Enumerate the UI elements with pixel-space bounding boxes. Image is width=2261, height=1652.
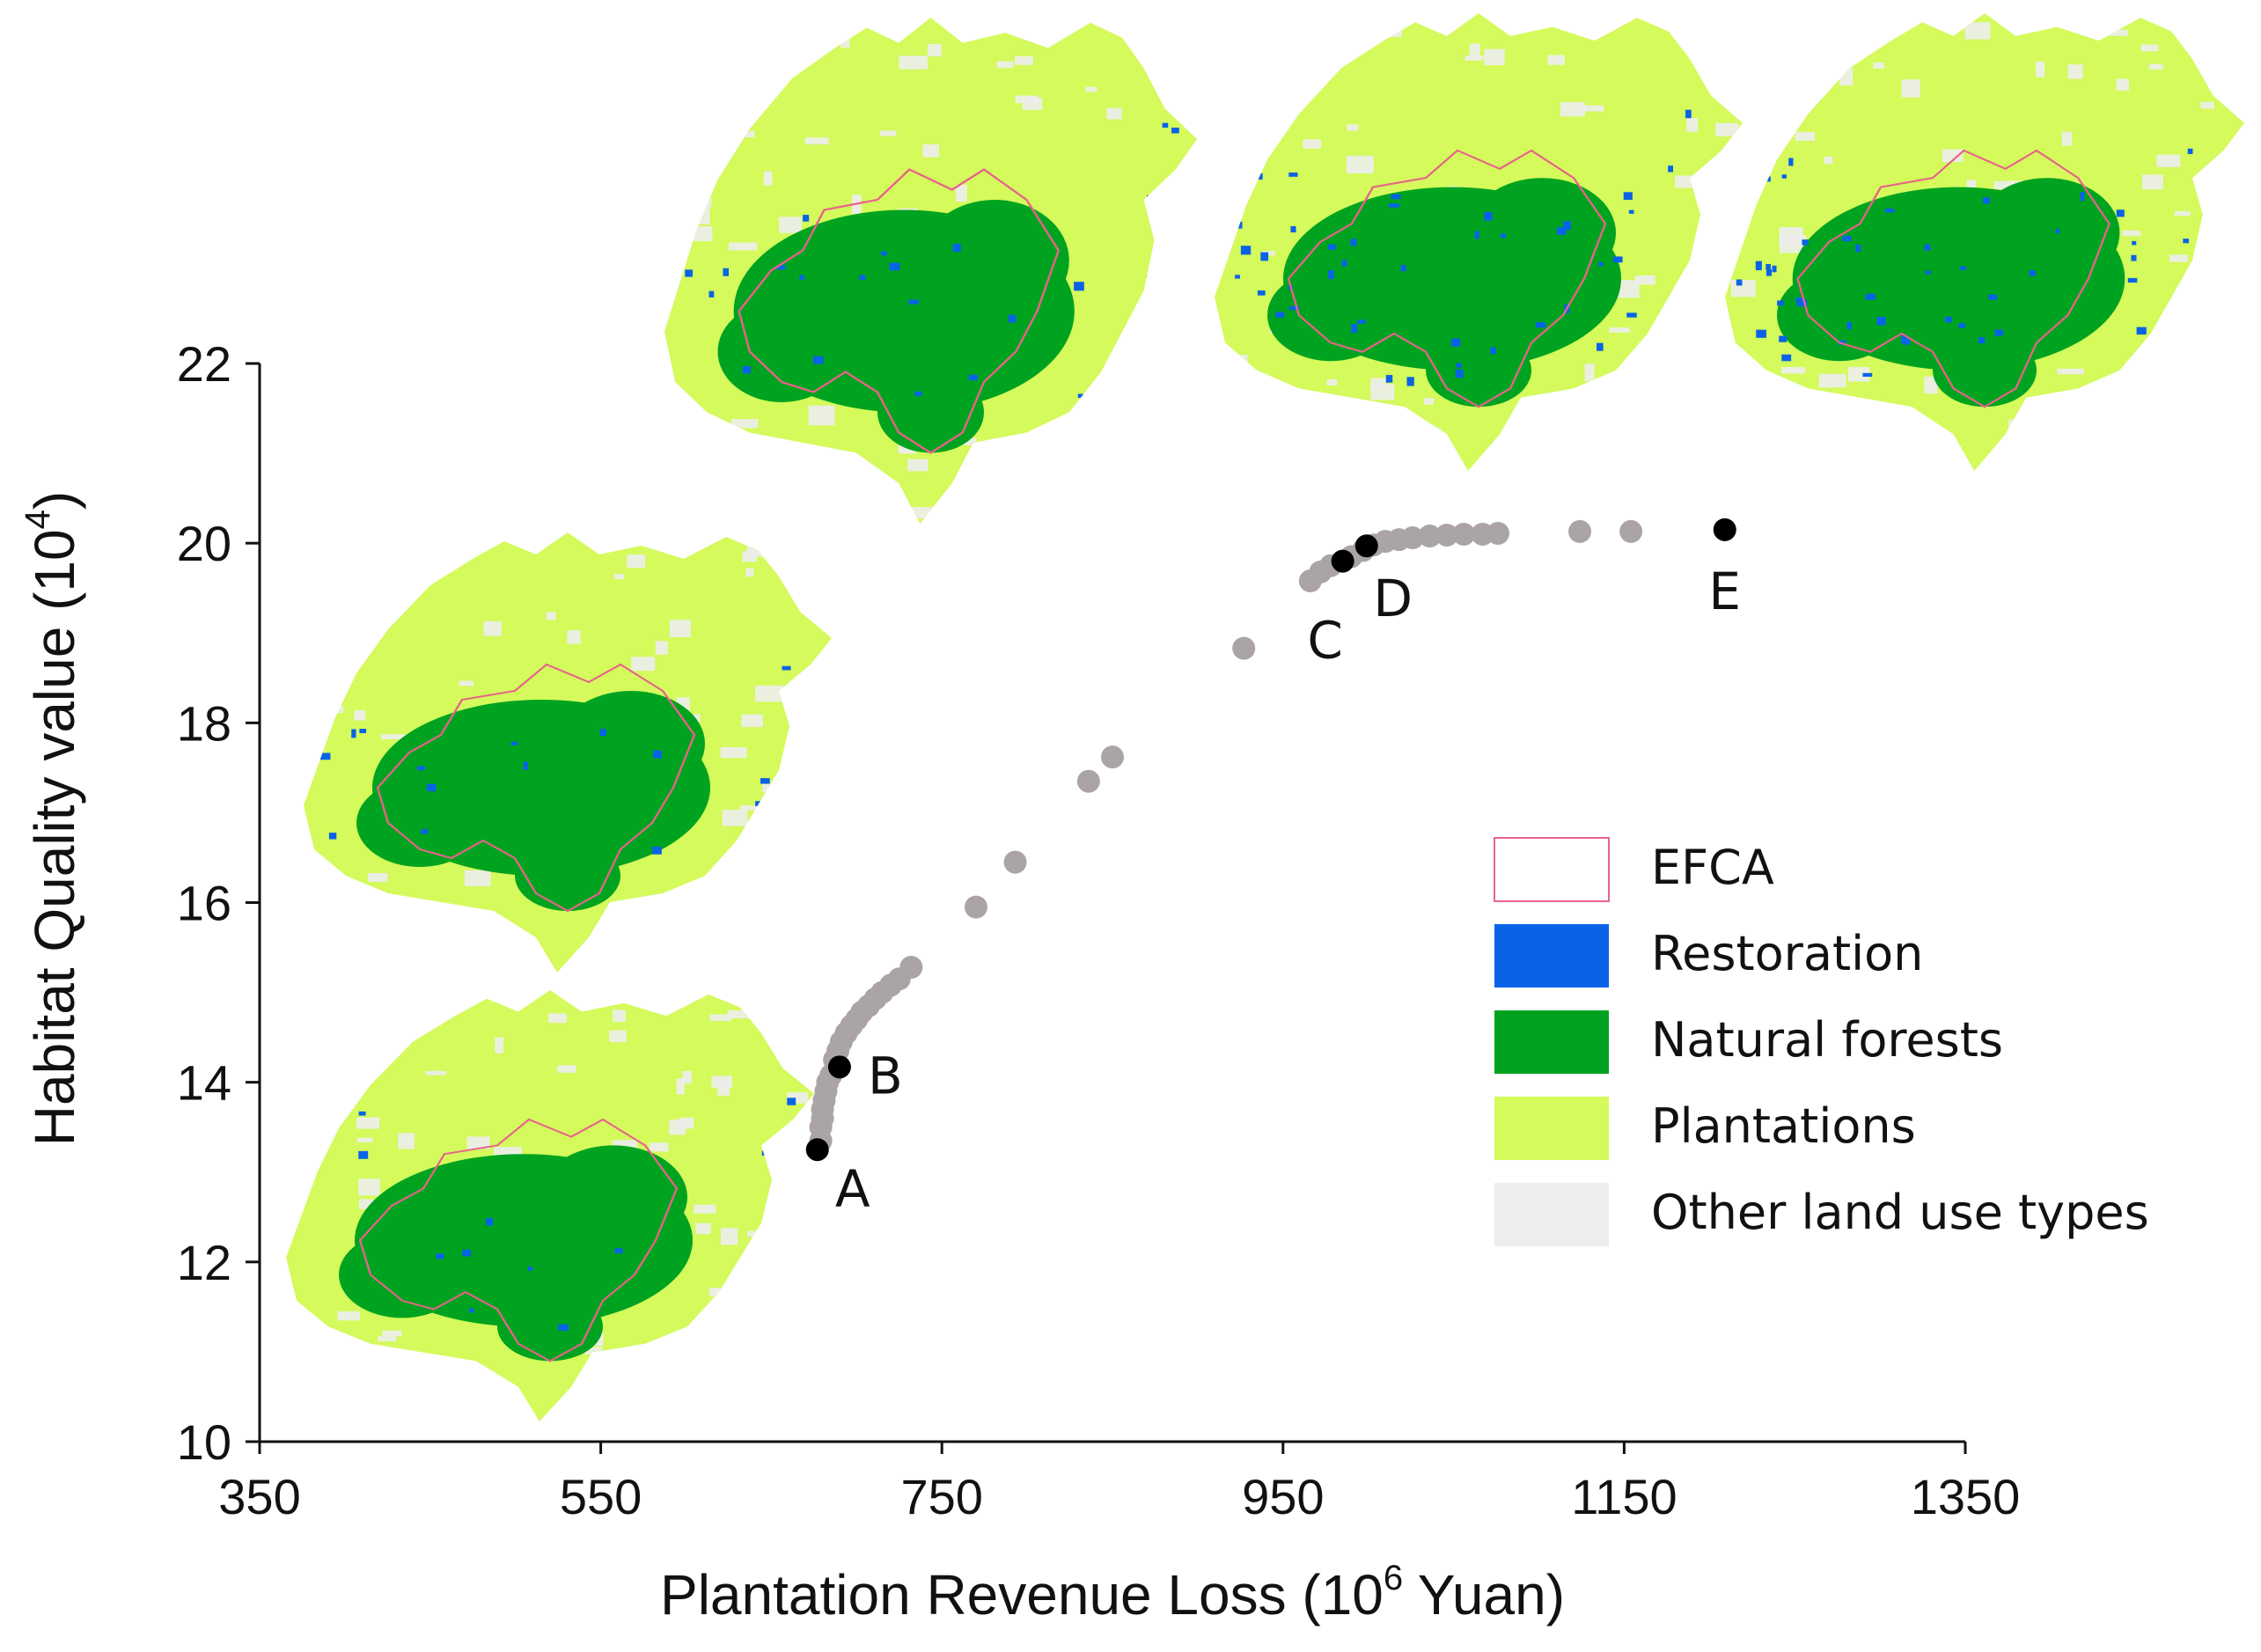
highlight-point-d: [1354, 534, 1378, 558]
legend: EFCA Restoration Natural forests Plantation…: [1494, 837, 2149, 1246]
x-tick-label: 550: [560, 1469, 642, 1524]
highlight-point-a: [805, 1138, 829, 1162]
scatter-point: [1452, 522, 1476, 546]
scatter-point: [1435, 523, 1458, 547]
scatter-point: [1418, 525, 1442, 547]
island-map: [286, 990, 814, 1421]
legend-swatch: [1494, 924, 1609, 988]
legend-label: Restoration: [1651, 926, 1923, 981]
island-map: [664, 18, 1197, 524]
y-tick-label: 10: [177, 1414, 231, 1470]
point-label-a: A: [835, 1159, 870, 1219]
scatter-point: [1076, 769, 1100, 793]
axes: 350 550 750 950 1150 1350 10 12 14 16 18 20 22: [177, 336, 2021, 1524]
scatter-point: [1401, 526, 1425, 550]
y-ticks: 10 12 14 16 18 20 22: [177, 336, 260, 1470]
scatter-point: [1568, 519, 1592, 543]
legend-label: Natural forests: [1651, 1012, 2003, 1068]
highlight-points: AB CD E: [805, 518, 1741, 1219]
scatter-point: [899, 956, 923, 979]
legend-swatch: [1494, 1097, 1609, 1160]
point-label-c: C: [1307, 611, 1343, 671]
point-label-b: B: [868, 1046, 903, 1105]
x-tick-label: 1350: [1911, 1469, 2021, 1524]
island-map: [1725, 13, 2244, 471]
scatter-point: [1101, 745, 1124, 769]
point-label-e: E: [1708, 562, 1741, 621]
x-tick-label: 1150: [1571, 1469, 1677, 1524]
y-axis-title: Habitat Quality value (104): [18, 491, 86, 1146]
legend-swatch: [1494, 1010, 1609, 1074]
x-axis-title: Plantation Revenue Loss (106 Yuan): [660, 1559, 1565, 1626]
legend-label: Plantations: [1651, 1098, 1916, 1154]
legend-label: EFCA: [1651, 840, 1774, 895]
scatter-point: [1486, 521, 1509, 545]
island-map: [304, 532, 832, 973]
scatter-point: [1003, 850, 1027, 874]
y-tick-label: 16: [177, 876, 231, 931]
legend-swatch: [1494, 1183, 1609, 1246]
island-map: [1215, 13, 1743, 471]
legend-swatch: [1494, 837, 1610, 902]
x-tick-label: 350: [218, 1469, 300, 1524]
y-tick-label: 20: [177, 516, 231, 571]
y-tick-label: 14: [177, 1055, 231, 1111]
y-tick-label: 12: [177, 1235, 231, 1290]
x-tick-label: 950: [1242, 1469, 1324, 1524]
scatter-point: [1619, 519, 1643, 543]
y-tick-label: 18: [177, 695, 231, 751]
highlight-point-e: [1713, 518, 1736, 541]
y-tick-label: 22: [177, 336, 231, 392]
scatter-point: [964, 895, 987, 919]
point-label-d: D: [1373, 569, 1413, 628]
scatter-point: [1232, 636, 1256, 660]
x-ticks: 350 550 750 950 1150 1350: [218, 1442, 2020, 1524]
x-tick-label: 750: [900, 1469, 982, 1524]
legend-label: Other land use types: [1651, 1185, 2149, 1240]
highlight-point-c: [1331, 549, 1354, 573]
highlight-point-b: [827, 1055, 851, 1079]
